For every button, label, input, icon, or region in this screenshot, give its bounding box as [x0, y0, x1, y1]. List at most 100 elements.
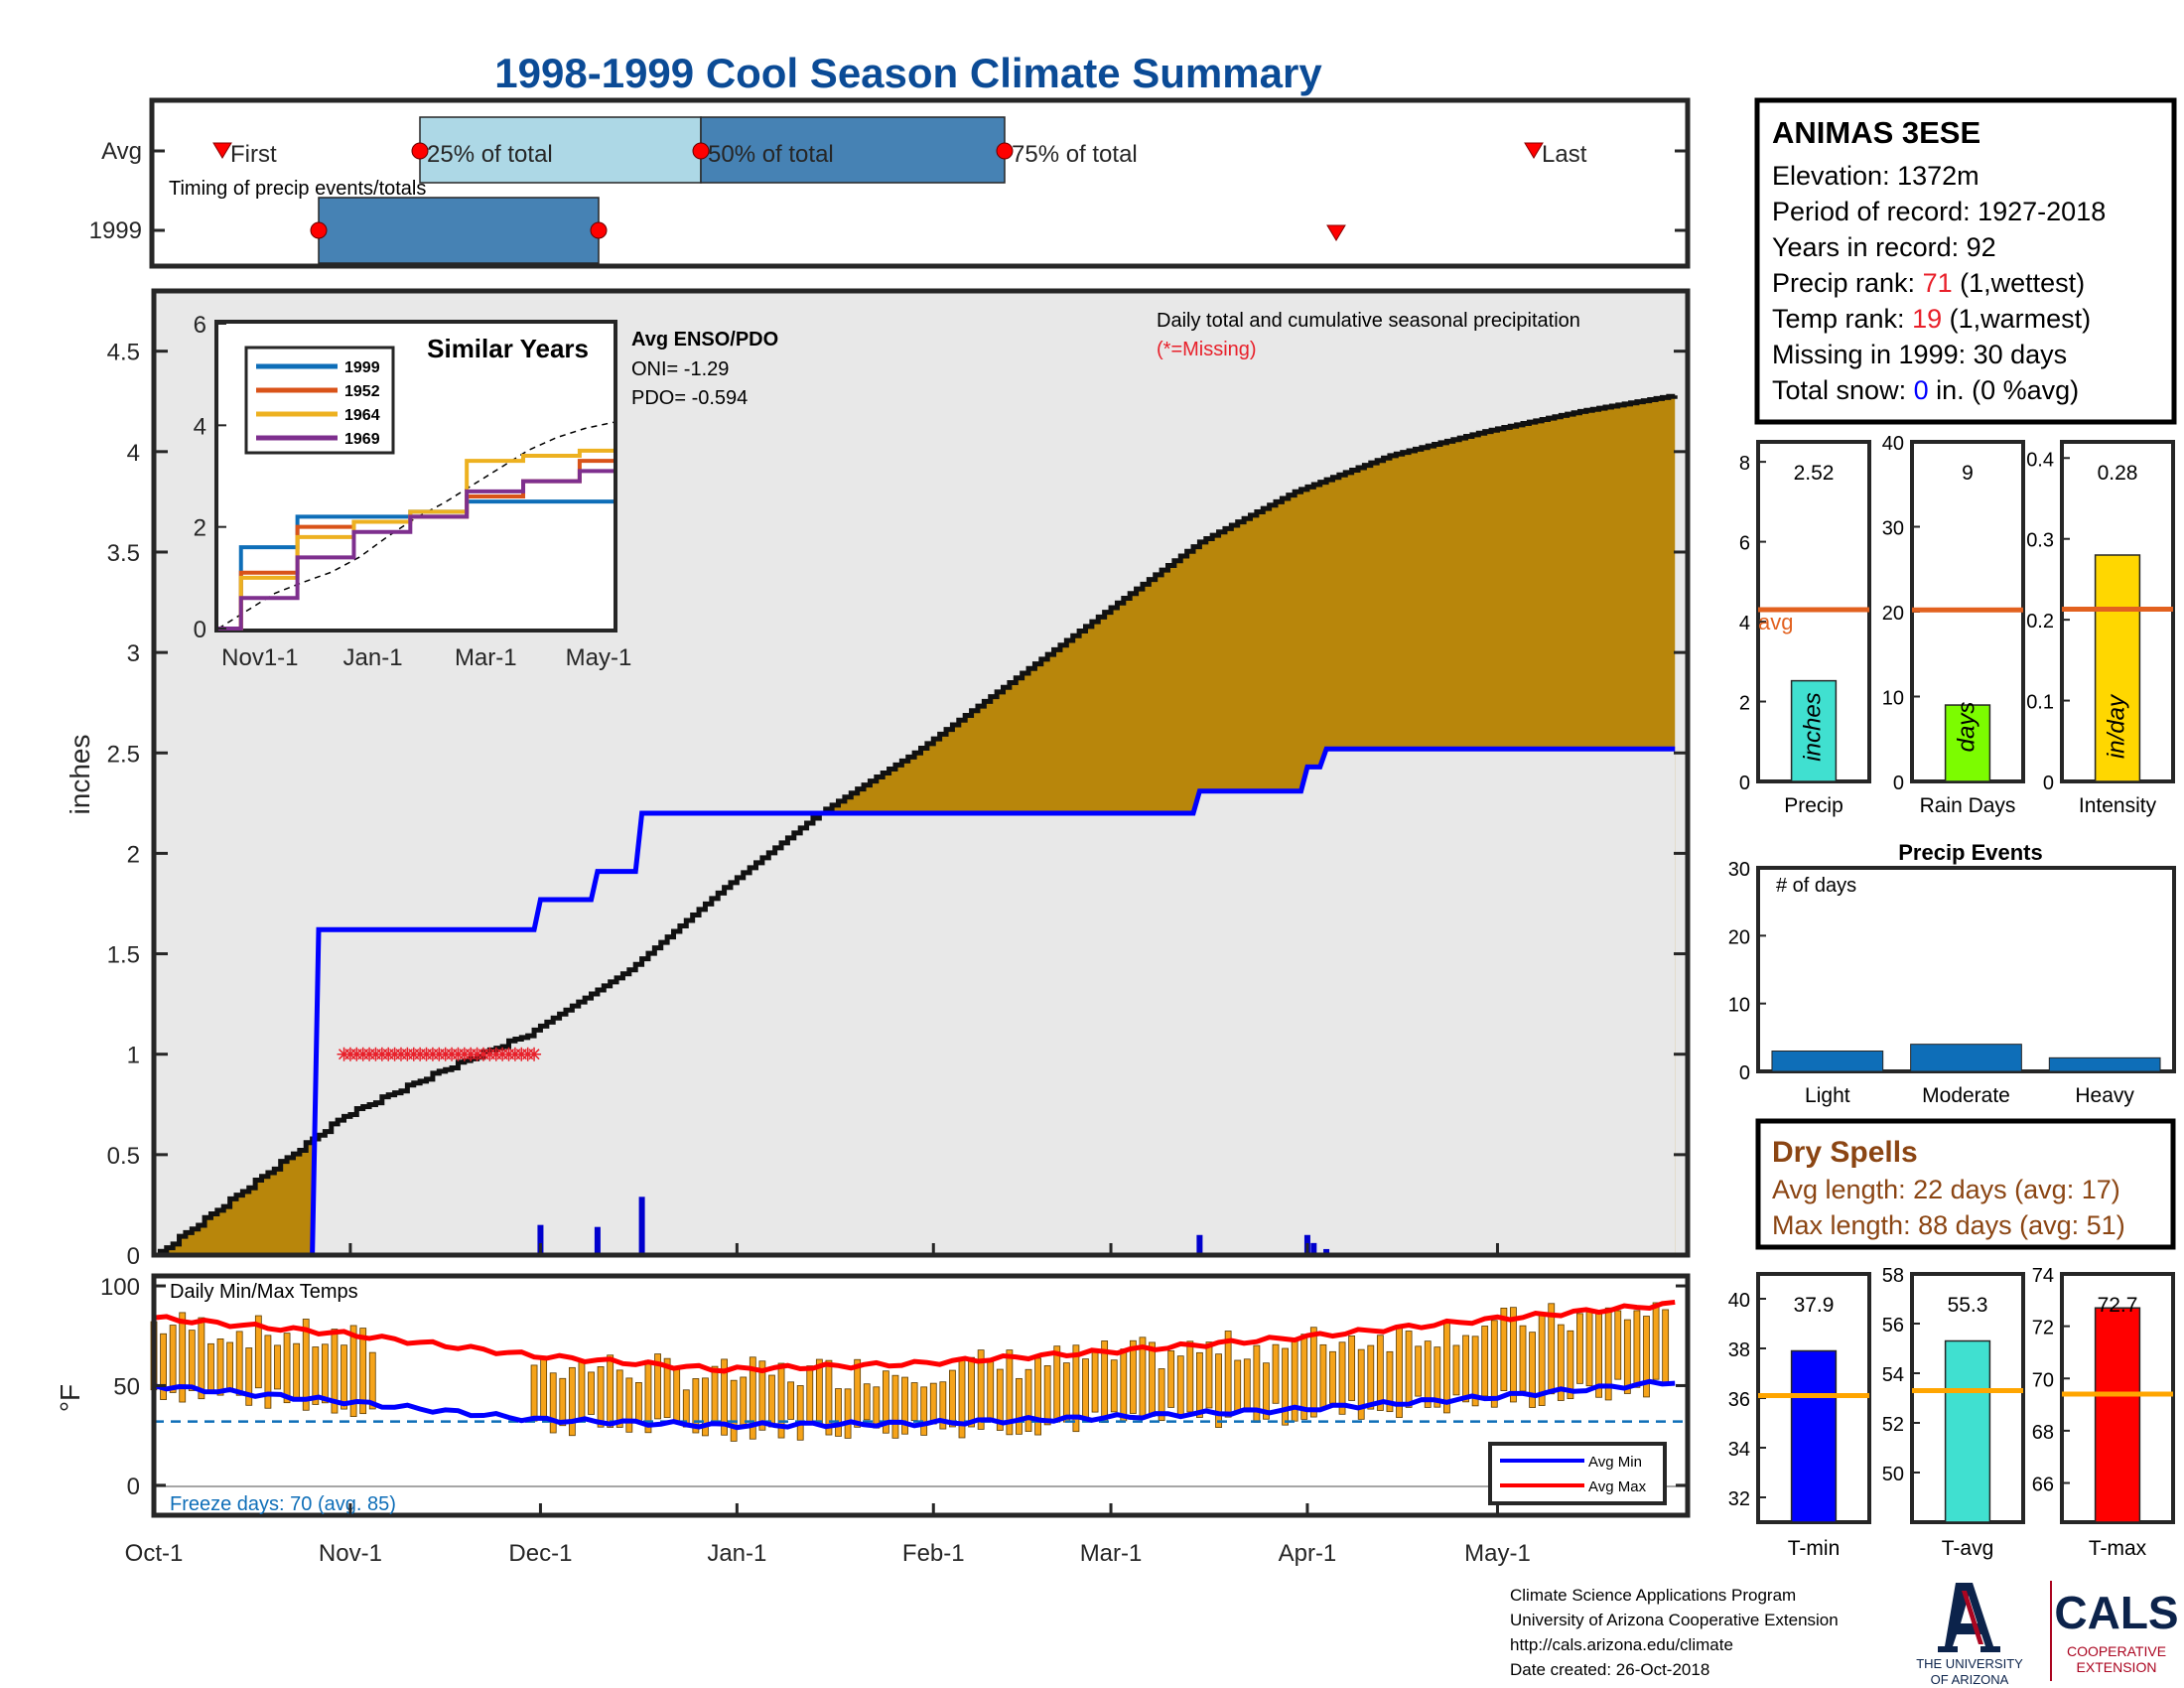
temp-range-bar — [1338, 1341, 1346, 1415]
precip-panel-ytick: 6 — [1739, 533, 1750, 555]
temp-range-bar — [1234, 1359, 1242, 1413]
temp-range-bar — [1272, 1343, 1280, 1404]
tmin-panel-value: 37.9 — [1794, 1294, 1835, 1317]
month-xtick: Jan-1 — [707, 1540, 766, 1567]
temp-range-bar — [768, 1374, 775, 1428]
temp-range-bar — [1043, 1364, 1051, 1426]
label-last: Last — [1542, 141, 1587, 168]
temp-range-bar — [568, 1366, 576, 1437]
legend-1999: 1999 — [344, 359, 380, 376]
temp-range-bar — [1585, 1309, 1593, 1387]
temp-range-bar — [169, 1325, 177, 1393]
temp-range-bar — [588, 1371, 595, 1415]
temp-range-bar — [1215, 1353, 1222, 1428]
temp-ylabel: °F — [55, 1384, 85, 1412]
avg-cumulative-line — [154, 393, 1678, 1258]
temp-range-bar — [1490, 1320, 1498, 1408]
temp-range-bar — [1471, 1336, 1479, 1407]
temp-range-bar — [549, 1372, 557, 1434]
temp-range-bar — [1186, 1340, 1194, 1413]
temp-range-bar — [711, 1365, 719, 1426]
events-xtick: Light — [1805, 1084, 1850, 1107]
events-title: Precip Events — [1898, 840, 2043, 865]
intensity-panel-unit: in/day — [2103, 693, 2129, 759]
avg-25-marker — [411, 142, 429, 160]
temp-range-bar — [929, 1382, 937, 1425]
temp-range-bar — [1072, 1344, 1080, 1433]
temp-range-bar — [235, 1331, 243, 1396]
footer-line3: http://cals.arizona.edu/climate — [1510, 1635, 1733, 1654]
temp-range-bar — [264, 1335, 272, 1409]
missing-note: (*=Missing) — [1157, 339, 1257, 360]
temp-range-bar — [634, 1382, 642, 1422]
inset-xtick: Nov1-1 — [221, 644, 298, 671]
temp-range-bar — [1519, 1325, 1527, 1392]
tavg-panel: 50 52 54 56 58 55.3 T-avg — [1882, 1265, 2025, 1560]
tmin-panel-ytick: 32 — [1728, 1488, 1750, 1510]
temp-range-bar — [1652, 1302, 1660, 1380]
precip-panel: 0 2 4 6 8 2.52 inches avg Precip — [1739, 440, 1871, 817]
temp-range-bar — [901, 1376, 908, 1435]
daily-precip-bar — [1196, 1234, 1203, 1255]
main-frame — [151, 288, 1691, 1258]
temp-range-bar — [1158, 1368, 1165, 1422]
cals-sub1: COOPERATIVE — [2067, 1643, 2166, 1659]
1999-last-marker — [1326, 224, 1346, 241]
temp-range-bar — [987, 1359, 995, 1421]
events-ytick: 30 — [1728, 859, 1750, 881]
temp-range-bar — [1405, 1331, 1413, 1408]
main-precip-chart: 0 0.5 1 1.5 2 2.5 3 3.5 4 4.5 inches Daily total … — [65, 288, 1691, 1270]
raindays-panel-ytick: 10 — [1882, 688, 1904, 710]
tmin-panel-ytick: 40 — [1728, 1290, 1750, 1312]
temp-frame — [151, 1273, 1691, 1518]
temp-range-bar — [910, 1382, 918, 1422]
inset-xtick: May-1 — [566, 644, 632, 671]
temp-range-bar — [730, 1379, 738, 1442]
avg-first-marker — [212, 142, 232, 159]
temp-range-bar — [1386, 1350, 1394, 1413]
temp-range-bar — [188, 1330, 196, 1391]
intensity-panel-ytick: 0.3 — [2026, 530, 2054, 552]
temp-range-bar — [254, 1315, 262, 1389]
precip-rank: Precip rank: 71 (1,wettest) — [1772, 268, 2085, 298]
season-below-fill — [154, 749, 1676, 1255]
raindays-panel-unit: days — [1953, 702, 1979, 753]
events-xtick: Moderate — [1922, 1084, 2010, 1107]
tavg-panel-ytick: 54 — [1882, 1364, 1904, 1386]
temperature-chart: 0 50 100 °F Daily Min/Max Temps Freeze day… — [55, 1243, 1691, 1567]
temp-range-bar — [578, 1359, 586, 1422]
temp-range-bar — [1224, 1331, 1232, 1418]
month-xtick: Feb-1 — [902, 1540, 965, 1567]
intensity-panel-ytick: 0.2 — [2026, 611, 2054, 633]
precip-panel-label: Precip — [1784, 794, 1843, 817]
main-ytick: 3.5 — [107, 540, 140, 567]
temp-range-bar — [293, 1342, 301, 1398]
missing-markers — [337, 1047, 542, 1061]
temp-range-bar — [844, 1388, 852, 1439]
daily-precip-bar — [594, 1226, 601, 1255]
temp-range-bar — [226, 1341, 234, 1393]
tmax-panel-ytick: 66 — [2032, 1475, 2054, 1496]
temp-range-bar — [796, 1385, 804, 1441]
temp-range-bar — [1614, 1310, 1622, 1380]
temp-range-bar — [1329, 1350, 1336, 1404]
temp-range-bar — [283, 1333, 291, 1404]
temp-range-bar — [1167, 1350, 1175, 1408]
temp-range-bar — [968, 1356, 975, 1428]
timing-panel: Avg 1999 First 25% of total 50% of total… — [89, 97, 1691, 269]
month-xtick: May-1 — [1464, 1540, 1531, 1567]
events-frame — [1756, 866, 2176, 1073]
tmin-panel-label: T-min — [1788, 1537, 1841, 1560]
raindays-panel-bar — [1944, 704, 1991, 782]
temp-range-bar — [1500, 1308, 1508, 1391]
temp-range-bar — [758, 1360, 766, 1431]
page-title: 1998-1999 Cool Season Climate Summary — [494, 50, 1322, 96]
temp-range-bar — [749, 1356, 756, 1440]
temp-range-bar — [1557, 1324, 1565, 1401]
legend-1964: 1964 — [344, 407, 380, 424]
inset-avg-line — [217, 421, 614, 630]
temp-range-bar — [341, 1344, 347, 1410]
temp-range-bar — [1309, 1327, 1317, 1418]
temp-range-bar — [882, 1370, 889, 1434]
